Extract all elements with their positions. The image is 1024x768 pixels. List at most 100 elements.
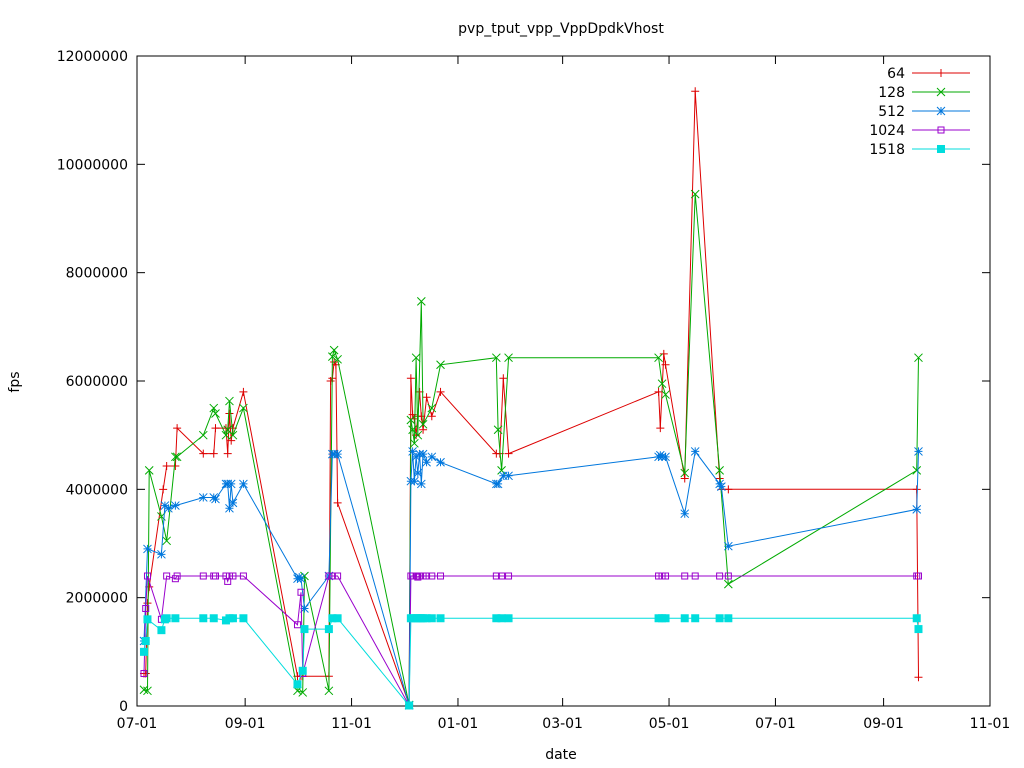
data-point <box>211 572 219 580</box>
data-point <box>937 126 945 134</box>
data-point <box>680 474 689 483</box>
data-point <box>405 701 414 710</box>
data-point <box>333 354 342 364</box>
data-point <box>160 501 170 510</box>
data-point <box>497 614 506 623</box>
data-point <box>717 482 726 491</box>
series-line <box>143 575 919 708</box>
data-point <box>498 572 506 580</box>
data-point <box>914 572 922 580</box>
data-point <box>406 415 416 425</box>
data-point <box>724 485 733 494</box>
data-point <box>411 452 421 462</box>
data-point <box>209 449 218 458</box>
data-point <box>157 549 166 559</box>
data-point <box>691 572 699 580</box>
data-point <box>300 625 309 634</box>
data-point <box>912 485 921 494</box>
data-point <box>163 572 171 580</box>
data-point <box>505 572 513 580</box>
data-point <box>914 447 923 456</box>
x-tick-label: 09-01 <box>225 716 266 732</box>
data-point <box>912 505 922 514</box>
data-point <box>162 614 171 623</box>
data-point <box>224 577 232 585</box>
data-point <box>300 604 309 613</box>
legend-label: 64 <box>887 66 905 82</box>
data-point <box>914 625 923 634</box>
data-point <box>159 485 168 494</box>
series-128 <box>139 189 923 710</box>
data-point <box>199 614 208 623</box>
data-point <box>422 457 431 467</box>
data-point <box>239 572 247 580</box>
data-point <box>171 462 180 471</box>
data-point <box>657 379 667 389</box>
data-point <box>198 430 208 440</box>
data-point <box>493 479 503 489</box>
data-point <box>198 493 208 502</box>
x-tick-label: 05-01 <box>649 716 690 732</box>
data-point <box>333 498 342 507</box>
plot-frame <box>136 55 991 707</box>
data-point <box>334 572 342 580</box>
data-point <box>418 419 428 429</box>
data-point <box>225 503 234 513</box>
data-point <box>328 352 337 361</box>
legend: 64 128 512 1024 1518 <box>869 66 970 158</box>
data-point <box>498 471 508 481</box>
data-point <box>411 353 421 363</box>
data-point <box>141 637 150 645</box>
y-tick-label: 0 <box>119 699 128 715</box>
data-point <box>142 605 150 612</box>
data-point <box>724 572 732 580</box>
data-point <box>226 479 236 489</box>
data-point <box>324 625 333 634</box>
data-point <box>436 360 445 370</box>
data-point <box>662 572 670 580</box>
data-point <box>914 353 923 363</box>
data-point <box>139 647 148 656</box>
data-point <box>661 360 670 369</box>
data-point <box>497 466 506 475</box>
data-point <box>680 509 690 519</box>
data-point <box>936 106 946 116</box>
series-line <box>143 617 919 707</box>
data-point <box>333 449 342 459</box>
data-point <box>143 544 152 554</box>
y-tick-label: 12000000 <box>57 49 128 65</box>
data-point <box>171 452 180 462</box>
y-tick-label: 2000000 <box>66 591 128 607</box>
data-point <box>293 680 302 689</box>
data-point <box>211 494 220 504</box>
axes: 0 2000000 4000000 6000000 8000000 10000000 120… <box>57 49 1011 732</box>
data-point <box>691 87 700 96</box>
data-point <box>423 572 431 580</box>
data-point <box>912 466 922 475</box>
x-axis-label: date <box>545 747 577 763</box>
data-point <box>209 403 219 413</box>
data-point <box>723 579 733 589</box>
data-point <box>715 479 724 489</box>
data-point <box>139 685 149 695</box>
data-point <box>690 447 700 456</box>
data-point <box>199 572 207 580</box>
data-point <box>143 572 151 580</box>
x-tick-label: 01-01 <box>438 716 479 732</box>
data-point <box>227 436 236 445</box>
data-point <box>173 572 181 580</box>
data-point <box>162 536 172 546</box>
data-point <box>157 626 166 635</box>
data-point <box>228 614 237 623</box>
data-point <box>437 572 445 580</box>
data-point <box>239 387 248 396</box>
series-64 <box>139 87 923 709</box>
data-point <box>211 409 220 418</box>
data-point <box>410 438 419 448</box>
x-tick-label: 07-01 <box>117 716 158 732</box>
data-point <box>173 424 182 433</box>
x-tick-label: 07-01 <box>755 716 796 732</box>
data-point <box>406 374 415 383</box>
data-point <box>715 466 724 475</box>
data-point <box>416 297 426 306</box>
